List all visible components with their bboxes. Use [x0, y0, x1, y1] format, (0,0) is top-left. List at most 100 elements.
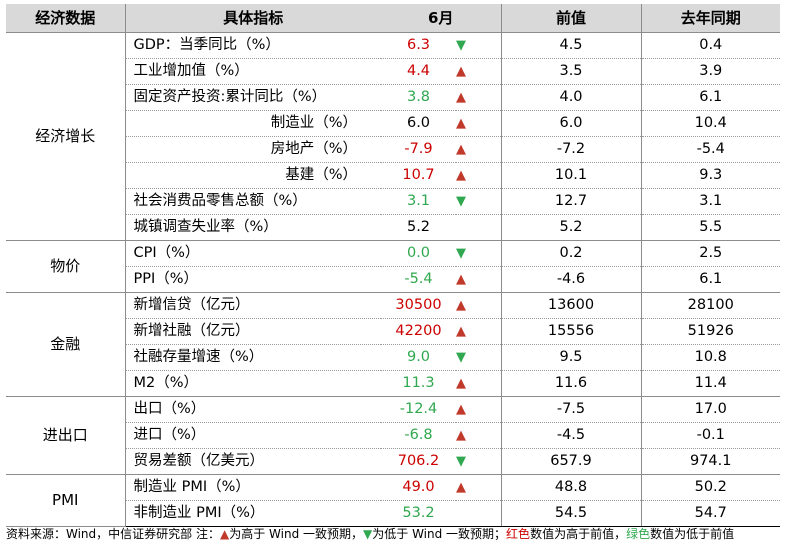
down-arrow-icon: ▼ [363, 527, 373, 541]
table-row: 贸易差额（亿美元） 706.2 ▼ 657.9 974.1 [6, 448, 780, 475]
current-value: 6.3 [381, 32, 456, 59]
current-value: 3.1 [381, 188, 456, 215]
up-arrow-icon: ▲ [456, 474, 501, 501]
current-value: 3.8 [381, 84, 456, 111]
current-value: -12.4 [381, 396, 456, 423]
indicator-label: M2（%） [125, 370, 381, 397]
prev-value: 9.5 [500, 344, 641, 371]
down-arrow-icon: ▼ [456, 344, 501, 371]
indicator-label: 非制造业 PMI（%） [125, 500, 381, 527]
header-last-year: 去年同期 [640, 4, 780, 33]
last-year-value: 2.5 [640, 240, 780, 267]
current-value: 10.7 [381, 162, 456, 189]
last-year-value: 28100 [640, 292, 780, 319]
current-value: 5.2 [381, 214, 456, 241]
indicator-label: 基建（%） [125, 162, 381, 189]
group-label: 进出口 [6, 396, 126, 475]
footnote-green-word: 绿色 [626, 527, 651, 541]
table-row: 房地产（%） -7.9 ▲ -7.2 -5.4 [6, 136, 780, 163]
last-year-value: 3.1 [640, 188, 780, 215]
last-year-value: 6.1 [640, 266, 780, 293]
indicator-label: 社会消费品零售总额（%） [125, 188, 381, 215]
last-year-value: 5.5 [640, 214, 780, 241]
last-year-value: 17.0 [640, 396, 780, 423]
up-arrow-icon: ▲ [456, 162, 501, 189]
prev-value: 48.8 [500, 474, 641, 501]
last-year-value: 6.1 [640, 84, 780, 111]
indicator-label: 工业增加值（%） [125, 58, 381, 85]
prev-value: 10.1 [500, 162, 641, 189]
table-row: 非制造业 PMI（%） 53.2 54.5 54.7 [6, 500, 780, 527]
last-year-value: 974.1 [640, 448, 780, 475]
current-value: 30500 [381, 292, 456, 319]
table-row: 进出口 出口（%） -12.4 ▲ -7.5 17.0 [6, 396, 780, 475]
group-label: 经济增长 [6, 32, 126, 241]
last-year-value: 11.4 [640, 370, 780, 397]
table-row: 新增社融（亿元） 42200 ▲ 15556 51926 [6, 318, 780, 345]
footnote-red-text: 数值为高于前值， [530, 527, 627, 541]
table-row: 经济增长 GDP：当季同比（%） 6.3 ▼ 4.5 0.4 [6, 32, 780, 241]
prev-value: -4.6 [500, 266, 641, 293]
up-arrow-icon: ▲ [456, 136, 501, 163]
current-value: 53.2 [381, 500, 456, 527]
indicator-label: 新增社融（亿元） [125, 318, 381, 345]
up-arrow-icon: ▲ [456, 370, 501, 397]
prev-value: 11.6 [500, 370, 641, 397]
up-arrow-icon: ▲ [456, 58, 501, 85]
prev-value: -4.5 [500, 422, 641, 449]
prev-value: 4.5 [500, 32, 641, 59]
up-arrow-icon: ▲ [456, 266, 501, 293]
up-arrow-icon: ▲ [456, 318, 501, 345]
current-value: -6.8 [381, 422, 456, 449]
indicator-label: 房地产（%） [125, 136, 381, 163]
current-value: 11.3 [381, 370, 456, 397]
table-row: 进口（%） -6.8 ▲ -4.5 -0.1 [6, 422, 780, 449]
header-row: 经济数据 具体指标 6月 前值 去年同期 [6, 4, 780, 33]
prev-value: 3.5 [500, 58, 641, 85]
last-year-value: -0.1 [640, 422, 780, 449]
header-month: 6月 [381, 4, 501, 33]
table-row: 金融 新增信贷（亿元） 30500 ▲ 13600 28100 [6, 292, 780, 397]
prev-value: 657.9 [500, 448, 641, 475]
table-row: PMI 制造业 PMI（%） 49.0 ▲ 48.8 50.2 [6, 474, 780, 527]
last-year-value: 9.3 [640, 162, 780, 189]
current-value: 42200 [381, 318, 456, 345]
header-prev: 前值 [500, 4, 641, 33]
prev-value: 5.2 [500, 214, 641, 241]
prev-value: 4.0 [500, 84, 641, 111]
current-value: -5.4 [381, 266, 456, 293]
up-arrow-icon: ▲ [456, 422, 501, 449]
last-year-value: 51926 [640, 318, 780, 345]
prev-value: 13600 [500, 292, 641, 319]
indicator-label: 社融存量增速（%） [125, 344, 381, 371]
last-year-value: 0.4 [640, 32, 780, 59]
indicator-label: GDP：当季同比（%） [125, 32, 381, 59]
indicator-label: 固定资产投资:累计同比（%） [125, 84, 381, 111]
table-row: 固定资产投资:累计同比（%） 3.8 ▲ 4.0 6.1 [6, 84, 780, 111]
arrow-cell [456, 214, 501, 241]
up-arrow-icon: ▲ [456, 84, 501, 111]
table-body: 经济增长 GDP：当季同比（%） 6.3 ▼ 4.5 0.4 工业增加值（%） 4.4 ▲ 3.5… [6, 32, 780, 527]
table-row: 社会消费品零售总额（%） 3.1 ▼ 12.7 3.1 [6, 188, 780, 215]
footnote-red-word: 红色 [506, 527, 531, 541]
up-arrow-icon: ▲ [456, 110, 501, 137]
current-value: 49.0 [381, 474, 456, 501]
down-arrow-icon: ▼ [456, 240, 501, 267]
arrow-cell [456, 500, 501, 527]
indicator-label: 制造业 PMI（%） [125, 474, 381, 501]
table-row: M2（%） 11.3 ▲ 11.6 11.4 [6, 370, 780, 397]
table-row: 基建（%） 10.7 ▲ 10.1 9.3 [6, 162, 780, 189]
group-label: 物价 [6, 240, 126, 293]
prev-value: 0.2 [500, 240, 641, 267]
last-year-value: 50.2 [640, 474, 780, 501]
footnote-source: 资料来源：Wind，中信证券研究部 注： [6, 527, 220, 541]
footnote-down-text: 为低于 Wind 一致预期； [372, 527, 507, 541]
footnote: 资料来源：Wind，中信证券研究部 注：▲为高于 Wind 一致预期，▼为低于 … [6, 526, 734, 542]
last-year-value: 3.9 [640, 58, 780, 85]
table-row: 工业增加值（%） 4.4 ▲ 3.5 3.9 [6, 58, 780, 85]
prev-value: -7.2 [500, 136, 641, 163]
table-row: 社融存量增速（%） 9.0 ▼ 9.5 10.8 [6, 344, 780, 371]
current-value: 4.4 [381, 58, 456, 85]
table-row: 物价 CPI（%） 0.0 ▼ 0.2 2.5 [6, 240, 780, 293]
prev-value: 12.7 [500, 188, 641, 215]
